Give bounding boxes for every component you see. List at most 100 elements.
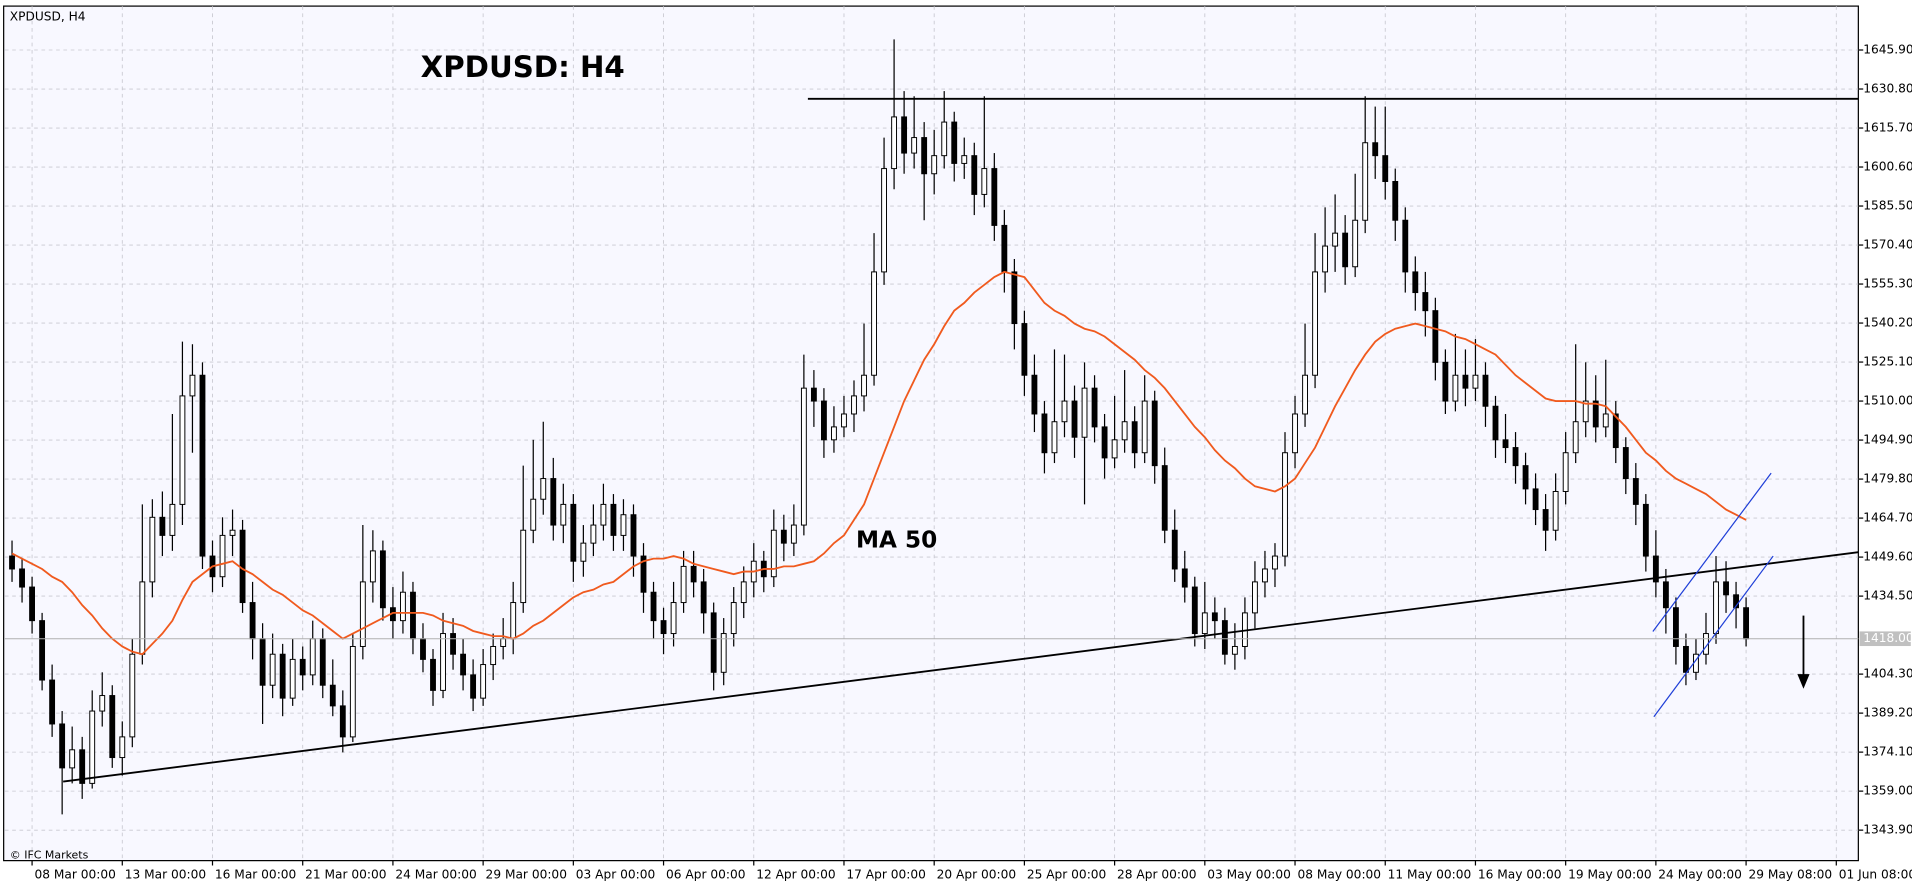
candle-body: [1231, 645, 1238, 655]
candle-body: [39, 620, 46, 681]
candle-body: [951, 121, 958, 164]
candle-body: [279, 653, 286, 699]
candle-body: [911, 137, 918, 154]
candle-body: [460, 653, 467, 676]
candle-body: [329, 684, 336, 707]
candle-body: [480, 664, 487, 699]
candle-body: [1422, 292, 1429, 312]
candle-body: [1532, 488, 1539, 511]
candle-body: [810, 387, 817, 402]
symbol-label: XPDUSD, H4: [10, 10, 86, 24]
candle-body: [550, 478, 557, 526]
candle-body: [1161, 465, 1168, 531]
candle-body: [1211, 612, 1218, 622]
candle-body: [921, 137, 928, 175]
x-tick-label: 21 Mar 00:00: [305, 868, 386, 882]
candle-body: [991, 168, 998, 226]
candle-body: [780, 529, 787, 544]
candle-body: [1101, 426, 1108, 459]
candle-body: [660, 620, 667, 635]
candle-body: [640, 555, 647, 593]
candle-body: [1091, 387, 1098, 428]
trend-line: [63, 551, 1859, 783]
arrow-head: [1797, 674, 1810, 689]
candle-body: [1662, 581, 1669, 609]
candle-body: [530, 498, 537, 531]
candle-body: [1151, 400, 1158, 467]
y-tick-label: 1464.70: [1863, 511, 1912, 525]
candle-body: [941, 121, 948, 157]
candle-body: [590, 524, 597, 544]
candle-body: [139, 581, 146, 655]
candle-body: [1713, 581, 1719, 635]
candle-body: [179, 395, 186, 505]
candle-body: [1011, 271, 1018, 325]
x-tick-label: 24 Mar 00:00: [395, 868, 476, 882]
candle-body: [299, 658, 306, 676]
y-tick-label: 1570.40: [1863, 238, 1912, 252]
candle-body: [189, 374, 196, 397]
candle-body: [289, 658, 296, 699]
candle-body: [881, 168, 887, 273]
y-tick-label: 1494.90: [1863, 433, 1912, 447]
candle-body: [1743, 607, 1750, 640]
candle-body: [1482, 374, 1489, 407]
candle-body: [720, 633, 727, 673]
current-price-box: [1859, 631, 1911, 647]
candle-body: [19, 568, 25, 588]
candle-body: [1582, 400, 1589, 423]
y-tick-label: 1600.60: [1863, 160, 1912, 174]
candle-body: [961, 155, 968, 164]
x-tick-label: 06 Apr 00:00: [666, 868, 745, 882]
candle-body: [1552, 490, 1559, 531]
candle-body: [831, 426, 837, 441]
candle-body: [730, 602, 737, 635]
ma-annotation: MA 50: [856, 528, 937, 554]
axes: 1343.90 1359.00 1374.10 1389.20 1404.30 1434.…: [31, 43, 1912, 882]
x-tick-label: 12 Apr 00:00: [756, 868, 835, 882]
candle-body: [570, 503, 577, 562]
x-tick-label: 29 May 08:00: [1749, 868, 1833, 882]
candle-body: [59, 723, 66, 769]
candle-body: [219, 534, 226, 578]
candle-body: [1632, 478, 1639, 505]
candle-body: [49, 679, 56, 725]
candle-body: [1312, 271, 1319, 376]
down-arrow: [1797, 615, 1810, 689]
candle-body: [1302, 374, 1308, 415]
candle-body: [99, 695, 106, 712]
candle-body: [470, 674, 477, 699]
candle-body: [1051, 421, 1058, 454]
candle-body: [1522, 465, 1529, 490]
candle-body: [1683, 645, 1689, 673]
candle-body: [1592, 400, 1599, 428]
x-tick-label: 08 May 00:00: [1297, 868, 1381, 882]
candle-body: [1131, 421, 1138, 454]
x-tick-label: 19 May 00:00: [1568, 868, 1652, 882]
x-tick-label: 29 Mar 00:00: [486, 868, 567, 882]
y-tick-label: 1404.30: [1863, 667, 1912, 681]
x-tick-label: 25 Apr 00:00: [1027, 868, 1106, 882]
candle-body: [971, 155, 978, 195]
candle-body: [1201, 612, 1208, 635]
candle-body: [249, 602, 256, 640]
candle-body: [1171, 529, 1178, 570]
candle-body: [520, 529, 527, 604]
y-tick-label: 1585.50: [1863, 199, 1912, 213]
candle-body: [359, 581, 366, 647]
candle-body: [410, 591, 416, 640]
candle-body: [891, 116, 898, 170]
candle-body: [740, 581, 747, 604]
x-tick-label: 16 Mar 00:00: [215, 868, 296, 882]
candle-body: [1602, 413, 1609, 428]
candle-body: [1512, 447, 1519, 467]
x-tick-label: 20 Apr 00:00: [937, 868, 1016, 882]
candle-body: [259, 638, 266, 686]
candle-body: [400, 591, 406, 622]
candle-body: [129, 653, 136, 738]
x-tick-label: 16 May 00:00: [1478, 868, 1562, 882]
candle-body: [600, 503, 607, 526]
candle-body: [169, 503, 176, 536]
ma-line: [11, 270, 1747, 656]
